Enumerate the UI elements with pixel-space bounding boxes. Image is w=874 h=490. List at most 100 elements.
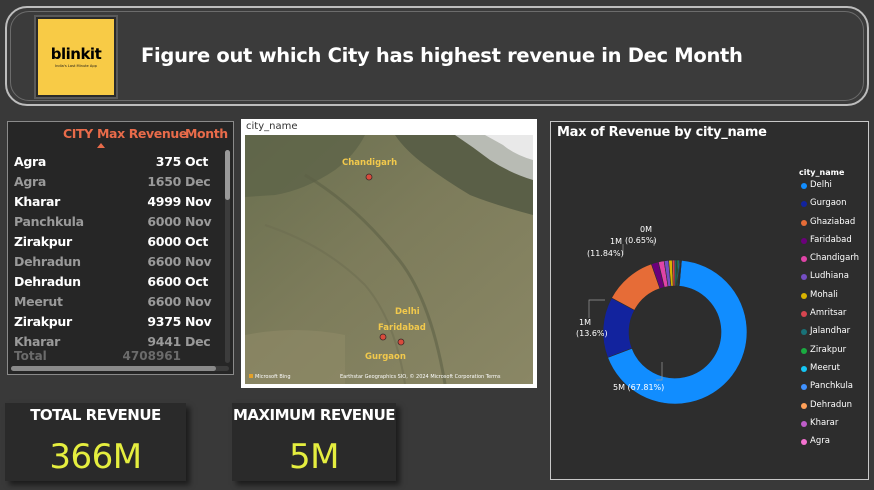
map-label-chandigarh: Chandigarh <box>342 158 397 168</box>
donut-slice-agra[interactable] <box>678 259 682 287</box>
legend-item-jalandhar[interactable]: Jalandhar <box>799 326 869 344</box>
cell-city: Panchkula <box>14 214 84 229</box>
total-label: Total <box>14 349 47 363</box>
legend-dot-icon <box>801 256 807 263</box>
revenue-by-city-chart[interactable]: Max of Revenue by city_name 5M (67.81%) … <box>550 121 869 480</box>
vertical-scrollbar-thumb[interactable] <box>225 150 230 200</box>
legend-label: Mohali <box>810 289 838 300</box>
header-banner: blinkit India's Last Minute App Figure o… <box>5 6 869 106</box>
legend-label: Zirakpur <box>810 344 847 355</box>
legend-item-dehradun[interactable]: Dehradun <box>799 400 869 418</box>
data-label-gurgaon-value: 1M <box>579 318 591 327</box>
table-row[interactable]: Zirakpur 9375 Nov <box>8 312 226 332</box>
table-row[interactable]: Agra 1650 Dec <box>8 172 226 192</box>
legend-label: Ludhiana <box>810 271 849 282</box>
revenue-table[interactable]: CITY Max Revenue Month Agra 375 Oct Agra 165… <box>7 121 234 375</box>
cell-city: Kharar <box>14 334 60 349</box>
column-header-month[interactable]: Month <box>185 126 228 141</box>
data-label-delhi: 5M (67.81%) <box>613 383 664 392</box>
cell-max-revenue: 6600 <box>147 294 181 309</box>
leader-line-gurgaon <box>588 299 605 318</box>
cell-max-revenue: 6000 <box>147 234 181 249</box>
legend-dot-icon <box>801 292 807 299</box>
bing-label: Microsoft Bing <box>255 374 291 380</box>
cell-month: Oct <box>185 234 209 249</box>
data-label-gurgaon-percent: (13.6%) <box>576 329 608 338</box>
cell-month: Dec <box>185 174 211 189</box>
table-row[interactable]: Kharar 9441 Dec <box>8 332 226 352</box>
cell-max-revenue: 6000 <box>147 214 181 229</box>
legend-item-amritsar[interactable]: Amritsar <box>799 308 869 326</box>
logo-tagline: India's Last Minute App <box>55 63 97 68</box>
table-row[interactable]: Zirakpur 6000 Oct <box>8 232 226 252</box>
legend-item-panchkula[interactable]: Panchkula <box>799 381 869 399</box>
legend-dot-icon <box>801 384 807 391</box>
data-label-small-value: 0M <box>640 225 652 234</box>
cell-max-revenue: 4999 <box>147 194 181 209</box>
map-label-faridabad: Faridabad <box>378 323 426 333</box>
total-revenue-card: TOTAL REVENUE 366M <box>5 403 186 481</box>
cell-max-revenue: 6600 <box>147 254 181 269</box>
cell-max-revenue: 9375 <box>147 314 181 329</box>
legend-item-meerut[interactable]: Meerut <box>799 363 869 381</box>
cell-city: Meerut <box>14 294 63 309</box>
cell-city: Zirakpur <box>14 234 72 249</box>
cell-month: Oct <box>185 274 209 289</box>
table-row[interactable]: Panchkula 6000 Nov <box>8 212 226 232</box>
legend-item-ghaziabad[interactable]: Ghaziabad <box>799 217 869 235</box>
map-credit[interactable]: Earthstar Geographics SIO, © 2024 Micros… <box>340 373 501 380</box>
page-title: Figure out which City has highest revenu… <box>141 44 743 67</box>
legend-dot-icon <box>801 274 807 281</box>
legend-item-zirakpur[interactable]: Zirakpur <box>799 345 869 363</box>
legend-label: Kharar <box>810 417 839 428</box>
cell-city: Dehradun <box>14 254 81 269</box>
horizontal-scrollbar[interactable] <box>11 366 229 371</box>
cell-max-revenue: 1650 <box>147 174 181 189</box>
total-revenue-value: 366M <box>49 437 142 477</box>
legend-label: Gurgaon <box>810 198 847 209</box>
legend-label: Jalandhar <box>810 326 851 337</box>
vertical-scrollbar[interactable] <box>225 150 230 363</box>
table-header: CITY Max Revenue Month <box>8 122 228 150</box>
legend-dot-icon <box>801 329 807 336</box>
legend-item-gurgaon[interactable]: Gurgaon <box>799 198 869 216</box>
table-row[interactable]: Meerut 6600 Nov <box>8 292 226 312</box>
chart-title: Max of Revenue by city_name <box>557 125 767 140</box>
horizontal-scrollbar-thumb[interactable] <box>11 366 216 371</box>
satellite-map[interactable]: Chandigarh Delhi Faridabad Gurgaon Micro… <box>245 135 533 384</box>
legend-item-chandigarh[interactable]: Chandigarh <box>799 253 869 271</box>
data-label-small-percent: (0.65%) <box>625 236 657 245</box>
table-row[interactable]: Dehradun 6600 Nov <box>8 252 226 272</box>
bing-logo-icon <box>249 374 253 378</box>
city-map-card[interactable]: city_name Chandigarh Delhi Farid <box>241 119 537 388</box>
legend-dot-icon <box>801 347 807 354</box>
legend-item-ludhiana[interactable]: Ludhiana <box>799 271 869 289</box>
legend-dot-icon <box>801 365 807 372</box>
leader-line-delhi <box>656 362 663 381</box>
cell-city: Kharar <box>14 194 60 209</box>
legend-item-kharar[interactable]: Kharar <box>799 418 869 436</box>
column-header-city[interactable]: CITY <box>63 126 93 141</box>
legend-item-delhi[interactable]: Delhi <box>799 180 869 198</box>
table-row[interactable]: Kharar 4999 Nov <box>8 192 226 212</box>
legend-dot-icon <box>801 311 807 318</box>
logo-name: blinkit <box>50 44 102 63</box>
map-label-delhi: Delhi <box>395 307 420 317</box>
donut-chart[interactable]: 5M (67.81%) 1M (13.6%) 1M (11.84%) 0M (0… <box>551 122 870 481</box>
map-pin-chandigarh <box>365 173 373 181</box>
donut-slice-delhi[interactable] <box>607 259 748 405</box>
map-graphic: Chandigarh Delhi Faridabad Gurgaon Micro… <box>245 135 533 384</box>
table-total-row: Total 4708961 <box>8 348 226 368</box>
legend-dot-icon <box>801 237 807 244</box>
column-header-max-revenue[interactable]: Max Revenue <box>97 126 187 141</box>
cell-city: Agra <box>14 154 47 169</box>
legend-item-agra[interactable]: Agra <box>799 436 869 454</box>
cell-month: Oct <box>185 154 209 169</box>
legend-label: Amritsar <box>810 308 847 319</box>
table-row[interactable]: Dehradun 6600 Oct <box>8 272 226 292</box>
legend-item-faridabad[interactable]: Faridabad <box>799 235 869 253</box>
data-label-ghaziabad-value: 1M <box>610 237 622 246</box>
table-row[interactable]: Agra 375 Oct <box>8 152 226 172</box>
legend-item-mohali[interactable]: Mohali <box>799 290 869 308</box>
legend-label: Panchkula <box>810 381 854 392</box>
